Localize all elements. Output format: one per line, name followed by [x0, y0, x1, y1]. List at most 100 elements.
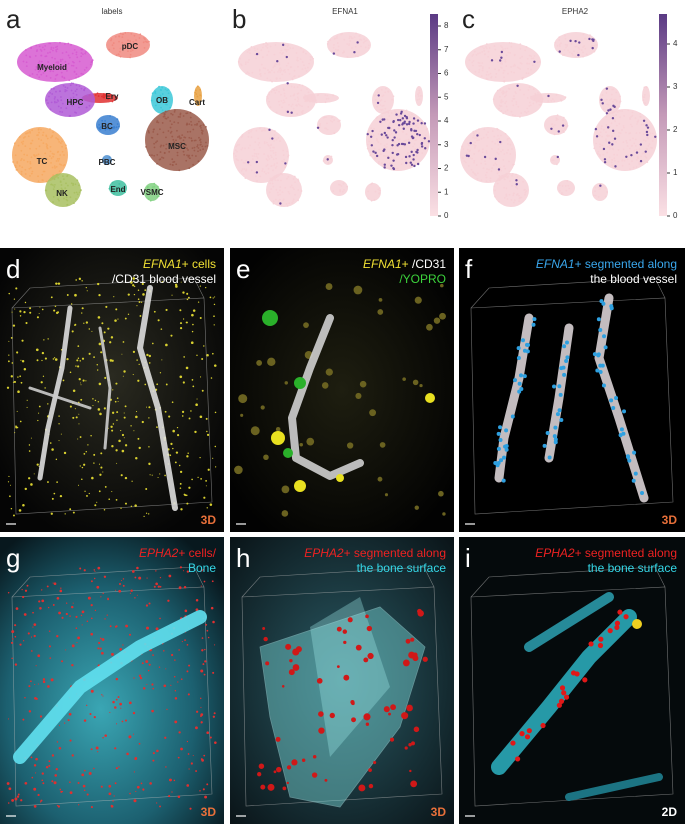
expr-point: [369, 135, 373, 138]
cell-point: [81, 96, 84, 99]
expr-point: [515, 183, 518, 186]
cell-point: [199, 143, 202, 146]
cell-point: [54, 78, 57, 80]
cell-dot: [118, 439, 121, 443]
cell-dot: [26, 399, 28, 401]
cell-point: [367, 47, 370, 49]
cell-point: [401, 130, 404, 133]
cell-point: [266, 43, 269, 46]
blue-cell: [504, 444, 509, 449]
cell-dot: [177, 681, 179, 683]
cell-dot: [202, 663, 205, 666]
cell-point: [523, 189, 526, 191]
cell-dot: [169, 454, 172, 457]
cell-point: [640, 155, 643, 158]
cell-point: [165, 103, 168, 106]
expr-point: [395, 153, 399, 156]
cell-point: [473, 134, 476, 137]
cell-point: [475, 130, 477, 133]
cell-point: [619, 95, 621, 98]
cell-point: [292, 200, 295, 202]
expr-point: [410, 150, 413, 154]
cell-dot: [122, 375, 124, 377]
cell-point: [642, 96, 645, 99]
cell-point: [475, 53, 478, 56]
cell-point: [285, 50, 288, 53]
cell-point: [109, 115, 112, 117]
cell-point: [143, 37, 145, 39]
cell-dot: [128, 735, 132, 739]
cell-dot: [38, 600, 41, 603]
cell-point: [84, 52, 87, 55]
cell-point: [80, 72, 83, 75]
cell-point: [85, 106, 88, 109]
cell-dot: [186, 298, 189, 301]
cell-point: [42, 72, 45, 74]
cell-dot: [438, 490, 444, 497]
cell-dot: [14, 635, 17, 638]
caption-part: EFNA1: [536, 257, 575, 271]
cell-point: [373, 147, 376, 150]
cell-point: [156, 185, 159, 188]
cell-point: [74, 90, 77, 93]
cell-dot: [15, 287, 18, 290]
cell-dot: [390, 704, 396, 711]
cell-dot: [206, 433, 210, 437]
cell-point: [500, 45, 502, 47]
cell-dot: [145, 660, 149, 663]
cell-point: [276, 162, 279, 164]
cell-point: [554, 41, 557, 44]
cell-point: [83, 69, 86, 71]
cell-point: [340, 185, 343, 187]
cell-point: [254, 175, 257, 178]
cell-point: [646, 161, 649, 164]
cell-dot: [159, 576, 162, 579]
cell-point: [67, 42, 70, 45]
cell-point: [287, 190, 290, 193]
cell-point: [290, 184, 293, 187]
cell-point: [612, 100, 614, 103]
cell-point: [44, 152, 47, 155]
cell-dot: [54, 305, 57, 308]
cell-point: [53, 183, 56, 186]
cell-dot: [13, 298, 16, 300]
cell-point: [268, 100, 271, 103]
cell-point: [49, 91, 51, 94]
cell-point: [55, 137, 58, 139]
cell-dot: [181, 641, 183, 643]
cell-point: [494, 58, 497, 61]
cell-dot: [412, 379, 419, 386]
cell-point: [272, 158, 275, 161]
cluster-label: pDC: [122, 42, 139, 51]
cell-point: [199, 94, 202, 97]
cell-point: [70, 182, 73, 185]
cell-point: [127, 50, 129, 53]
cell-point: [553, 133, 556, 136]
cell-dot: [37, 654, 41, 658]
cell-point: [601, 135, 604, 138]
cell-dot: [165, 383, 168, 386]
expr-point: [603, 161, 607, 164]
cell-dot: [109, 341, 112, 344]
cell-dot: [205, 286, 207, 289]
cell-dot: [152, 759, 155, 762]
cell-point: [114, 35, 117, 38]
cell-point: [486, 145, 488, 147]
cell-point: [642, 151, 645, 154]
cell-point: [244, 61, 247, 64]
cell-point: [266, 128, 269, 131]
cell-point: [612, 139, 615, 142]
cell-point: [151, 136, 154, 139]
panel-letter: i: [465, 543, 471, 573]
cell-point: [343, 38, 346, 41]
cell-point: [119, 32, 122, 35]
cell-dot: [90, 580, 93, 583]
expr-point: [408, 155, 411, 158]
blue-cell: [595, 368, 600, 373]
cell-point: [246, 51, 249, 53]
cell-point: [516, 187, 519, 190]
cell-point: [200, 127, 202, 129]
cell-dot: [131, 570, 135, 573]
cell-point: [329, 119, 332, 122]
cell-point: [611, 164, 613, 167]
